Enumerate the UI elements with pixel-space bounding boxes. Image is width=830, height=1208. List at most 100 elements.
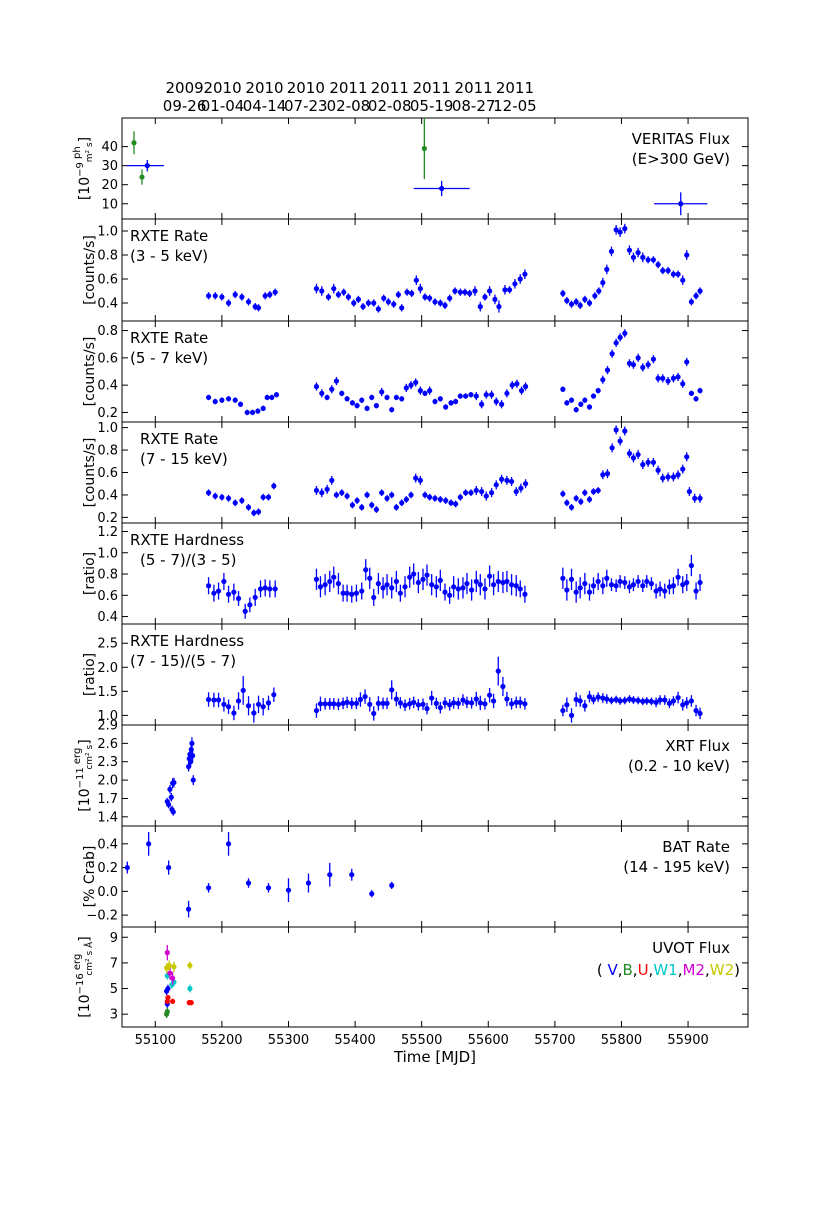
data-point <box>635 250 641 256</box>
data-point <box>221 701 227 707</box>
data-point <box>688 698 694 704</box>
data-point <box>371 710 377 717</box>
data-point <box>232 500 238 506</box>
data-point <box>205 583 212 589</box>
x-tick-label: 55300 <box>268 1033 309 1048</box>
data-point <box>325 294 332 300</box>
data-point <box>502 287 508 293</box>
data-point <box>670 474 677 480</box>
data-point <box>487 573 493 579</box>
data-point <box>697 710 703 717</box>
data-point <box>260 405 266 411</box>
data-point <box>170 998 176 1004</box>
panel-hard2: 1.0 1.5 2.0 2.5[ratio] RXTE Hardness (7 - 15)… <box>82 623 749 726</box>
data-point <box>409 290 415 296</box>
data-point <box>420 701 426 707</box>
data-point <box>582 581 588 587</box>
data-point <box>349 591 355 597</box>
data-point <box>518 388 525 394</box>
data-point <box>442 302 448 308</box>
data-point <box>483 493 489 499</box>
data-point <box>590 488 597 495</box>
data-point <box>359 397 365 403</box>
data-point <box>568 301 575 307</box>
data-point <box>331 286 337 292</box>
data-point <box>245 703 252 709</box>
data-point <box>680 466 686 472</box>
date-label-year: 2010 <box>287 79 325 97</box>
data-point <box>463 490 469 496</box>
data-point <box>564 587 570 593</box>
data-point <box>622 428 628 434</box>
data-point <box>333 378 340 384</box>
y-axis-label: [% Crab] <box>82 846 98 908</box>
uvot-legend: ( V,B,U,W1,M2,W2) <box>597 961 740 979</box>
data-point <box>373 506 379 513</box>
data-point <box>265 700 272 706</box>
panel-xrt: 1.4 1.7 2.0 2.3 2.6 2.9[10−11 erg cm² s] XRT Fl… <box>72 719 749 827</box>
data-point <box>622 330 628 336</box>
data-point <box>451 700 457 706</box>
panel-annotation: (5 - 7 keV) <box>130 349 208 367</box>
data-point <box>365 300 372 306</box>
data-point <box>604 696 610 702</box>
data-point <box>504 390 510 396</box>
data-point <box>489 392 495 398</box>
panel-annotation: (E>300 GeV) <box>632 150 730 168</box>
data-point <box>384 700 390 706</box>
data-point <box>345 294 352 300</box>
data-point <box>613 227 619 233</box>
data-point <box>626 584 633 590</box>
y-tick-label: 1.5 <box>97 685 118 700</box>
data-point <box>171 964 177 970</box>
y-tick-label: 7 <box>110 956 118 971</box>
data-point <box>666 584 673 590</box>
data-point <box>399 396 405 402</box>
date-label-year: 2010 <box>245 79 283 97</box>
panel-frame <box>121 320 749 423</box>
data-point <box>354 403 360 409</box>
data-point <box>232 292 238 298</box>
data-point <box>437 577 443 584</box>
data-point <box>408 492 414 498</box>
data-point <box>422 492 428 498</box>
data-point <box>443 404 449 410</box>
data-point <box>684 700 690 706</box>
data-point <box>422 294 428 300</box>
y-tick-label: 30 <box>101 159 118 174</box>
data-point <box>185 906 192 912</box>
data-point <box>371 300 377 306</box>
x-axis-label: Time [MJD] <box>393 1048 476 1066</box>
data-point <box>665 378 671 384</box>
data-point <box>492 296 498 302</box>
panel-rxte35: 0.4 0.6 0.8 1.0[counts/s] RXTE Rate (3 - 5 ke… <box>82 218 749 322</box>
data-point <box>260 494 266 500</box>
data-point <box>364 492 370 498</box>
data-point <box>487 288 493 294</box>
data-point <box>560 575 566 581</box>
data-point <box>688 390 694 396</box>
data-point <box>335 292 342 298</box>
data-point <box>421 145 427 152</box>
data-point <box>369 394 375 401</box>
data-point <box>448 500 454 506</box>
data-point <box>482 586 488 592</box>
y-tick-label: 0.4 <box>97 610 118 625</box>
data-point <box>212 398 218 405</box>
data-point <box>684 454 690 460</box>
data-point <box>404 289 410 295</box>
data-point <box>522 383 529 390</box>
data-point <box>491 698 497 704</box>
data-point <box>617 578 623 585</box>
data-point <box>146 841 152 847</box>
data-point <box>225 300 232 306</box>
data-point <box>262 293 268 299</box>
y-tick-label: 20 <box>101 178 118 193</box>
data-point <box>245 504 252 510</box>
legend-entry: V <box>607 961 618 979</box>
data-point <box>680 381 686 387</box>
data-point <box>479 401 485 407</box>
data-point <box>653 588 659 594</box>
